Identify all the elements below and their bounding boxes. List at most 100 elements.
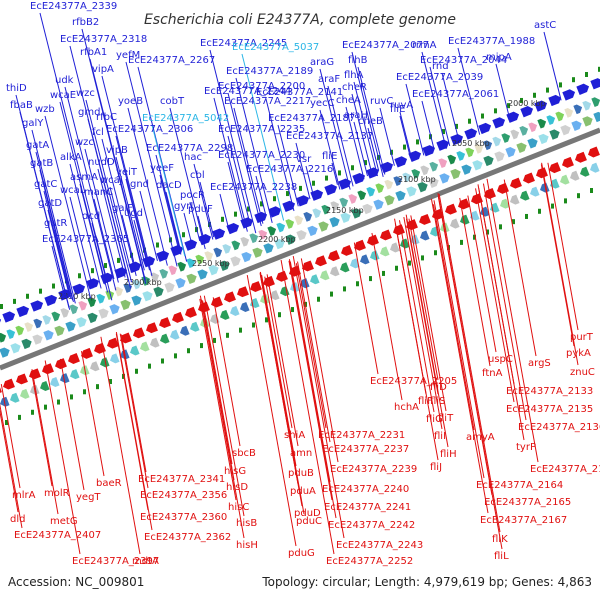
forward-gene-label: EcE24377A_2137 <box>286 131 373 142</box>
forward-gene-label: EcE24377A_2141 <box>256 87 343 98</box>
reverse-gene-label: pduB <box>288 468 314 479</box>
gc-mark <box>442 129 445 135</box>
cds-block <box>402 172 412 183</box>
reverse-label-lines <box>0 162 579 555</box>
cds-block <box>538 133 549 145</box>
reverse-gene-label: amn <box>290 448 312 459</box>
forward-gene-label: EcE24377A_2244 <box>204 86 291 97</box>
forward-gene-leader <box>91 222 107 280</box>
forward-gene-leader <box>125 178 149 267</box>
gc-mark <box>507 103 510 109</box>
forward-gene-leader <box>255 175 267 216</box>
forward-gene-leader <box>331 162 338 185</box>
reverse-gene-label: EcE24377A_2242 <box>328 520 415 531</box>
reverse-gene-label: EcE24377A_2356 <box>140 490 227 501</box>
cds-block <box>537 118 547 129</box>
reverse-gene-label: EcE24377A_2165 <box>484 497 571 508</box>
reverse-gene-label: EcE24377A_2133 <box>506 386 593 397</box>
forward-gene-leader <box>209 49 257 234</box>
cds-block <box>175 278 186 289</box>
cds-block <box>420 230 430 241</box>
forward-gene-leader <box>105 123 145 275</box>
gc-mark <box>538 208 541 214</box>
reverse-gene-leader <box>246 274 297 547</box>
forward-gene-leader <box>379 107 395 166</box>
reverse-gene-leader <box>408 218 439 381</box>
cds-block <box>340 212 351 224</box>
forward-gene-leader <box>139 190 158 261</box>
cds-block <box>501 133 511 143</box>
forward-gene-leader <box>121 214 136 269</box>
cds-block <box>362 203 373 215</box>
forward-gene-label: yefM <box>116 50 140 61</box>
reverse-gene-label: hisH <box>236 540 258 551</box>
forward-gene-leader <box>127 107 168 266</box>
reverse-gene-label: fliG <box>426 414 443 425</box>
cds-block <box>40 380 50 391</box>
reverse-gene-label: hisG <box>224 466 246 477</box>
cds-block <box>230 256 241 267</box>
cds-block <box>393 176 403 186</box>
reverse-gene-leader <box>477 184 525 441</box>
reverse-gene-leader <box>115 331 153 531</box>
forward-gene-label: thiD <box>6 83 27 94</box>
reverse-gene-leader <box>297 261 331 443</box>
cds-block <box>96 293 106 304</box>
reverse-gene-leader <box>203 295 245 517</box>
reverse-gene-label: EcE24377A_2136 <box>518 422 600 433</box>
forward-gene-label: cheA <box>336 95 361 106</box>
gc-mark <box>421 255 424 261</box>
kbp-tick-label: 2250 kbp <box>192 259 230 268</box>
reverse-gene-label: EcE24377A_2407 <box>14 530 101 541</box>
cds-block <box>140 341 150 352</box>
gc-mark <box>434 250 437 256</box>
reverse-gene-leader <box>547 162 579 331</box>
cds-block <box>438 158 448 169</box>
reverse-gene-label: pduA <box>290 486 316 497</box>
cds-block <box>429 161 439 172</box>
forward-gene-label: galF <box>112 203 133 214</box>
gc-mark <box>416 139 419 145</box>
cds-block <box>258 229 268 240</box>
cds-block <box>483 155 494 167</box>
forward-gene-label: wzc <box>75 137 94 148</box>
forward-gene-arrow <box>282 200 296 213</box>
forward-gene-arrow <box>492 117 506 129</box>
reverse-gene-leader <box>31 369 59 515</box>
reverse-gene-leader <box>30 371 53 487</box>
cds-block <box>370 250 380 261</box>
reverse-gene-arrow <box>133 327 145 339</box>
cds-block <box>573 104 583 115</box>
cds-block <box>312 208 322 219</box>
forward-gene-label: yeeF <box>150 163 174 174</box>
cds-block <box>456 151 466 161</box>
accession-label: Accession: NC_009801 <box>8 575 144 589</box>
gc-mark <box>39 288 42 294</box>
cds-block <box>177 261 187 272</box>
cds-block <box>159 269 169 279</box>
cds-block <box>339 197 349 208</box>
cds-block <box>168 265 178 276</box>
cds-block <box>490 202 500 213</box>
gc-mark <box>299 185 302 191</box>
forward-gene-label: asmA <box>70 172 98 183</box>
forward-gene-leader <box>399 111 412 158</box>
cds-block <box>321 204 331 215</box>
cds-block <box>276 222 286 233</box>
gc-mark <box>200 343 203 349</box>
cds-block <box>447 154 457 165</box>
forward-gene-leader <box>357 66 386 175</box>
reverse-gene-label: EcE24377A_2241 <box>324 502 411 513</box>
reverse-gene-leader <box>438 193 501 533</box>
gc-mark <box>338 170 341 176</box>
forward-gene-label: EcE24377A_2238 <box>210 182 297 193</box>
reverse-gene-label: EcE24377A_2341 <box>138 474 225 485</box>
forward-gene-arrow <box>268 206 282 218</box>
cds-block <box>105 290 115 301</box>
reverse-gene-arrow <box>81 347 93 359</box>
cds-block <box>87 312 98 324</box>
reverse-gene-label: sbcB <box>232 448 256 459</box>
gc-mark <box>351 165 354 171</box>
forward-gene-label: yeiT <box>116 167 138 178</box>
gc-mark <box>70 394 73 400</box>
